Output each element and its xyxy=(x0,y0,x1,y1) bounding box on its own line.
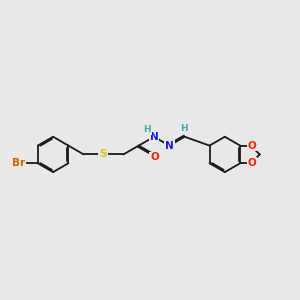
Text: N: N xyxy=(165,141,174,151)
Text: O: O xyxy=(150,152,159,162)
Text: O: O xyxy=(248,141,256,151)
Text: N: N xyxy=(150,132,158,142)
Text: H: H xyxy=(180,124,188,133)
Text: H: H xyxy=(143,125,151,134)
Text: S: S xyxy=(99,149,107,159)
Text: O: O xyxy=(248,158,256,168)
Text: Br: Br xyxy=(12,158,25,168)
